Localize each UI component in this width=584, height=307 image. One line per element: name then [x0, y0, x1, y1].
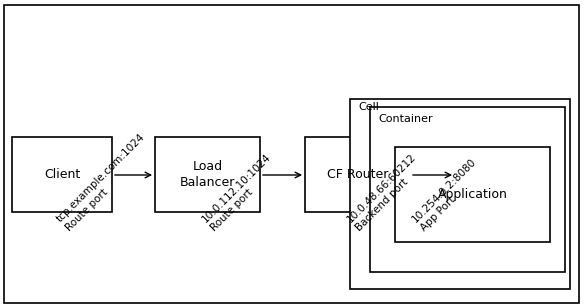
Bar	[350, 99, 570, 289]
Text: tcp.example.com:1024
Route port: tcp.example.com:1024 Route port	[55, 132, 156, 233]
Text: Load
Balancer: Load Balancer	[180, 161, 235, 188]
Bar	[395, 147, 550, 242]
Bar	[305, 137, 410, 212]
Text: Container: Container	[378, 114, 433, 124]
Text: Client: Client	[44, 168, 80, 181]
Bar	[155, 137, 260, 212]
Text: 10.254.0.2:8080
App Port: 10.254.0.2:8080 App Port	[410, 156, 486, 233]
Bar	[12, 137, 112, 212]
Text: CF Router: CF Router	[327, 168, 388, 181]
Text: Application: Application	[437, 188, 507, 201]
Text: 10.0.48.66:60212
Backend port: 10.0.48.66:60212 Backend port	[345, 151, 426, 233]
Bar	[370, 107, 565, 272]
Text: 10.0.112.10:1024
Route port: 10.0.112.10:1024 Route port	[200, 151, 281, 233]
Text: Cell: Cell	[358, 102, 379, 112]
